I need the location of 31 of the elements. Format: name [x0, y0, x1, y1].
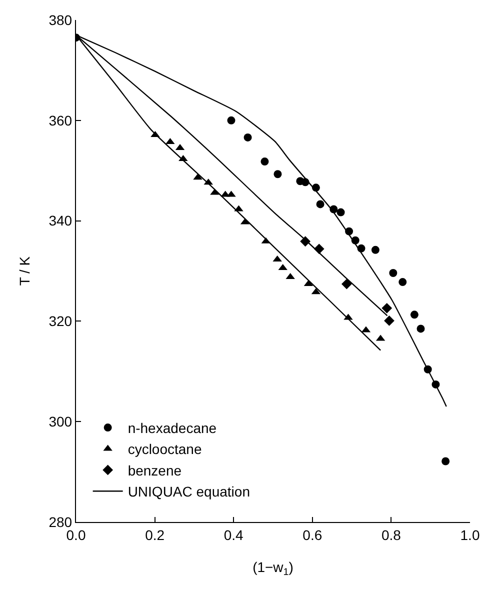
x-tick-label: 0.4 [224, 526, 244, 543]
legend-label: cyclooctane [128, 441, 202, 458]
x-tick-label: 1.0 [460, 526, 480, 543]
point [398, 278, 407, 286]
y-tick-label: 380 [48, 12, 72, 28]
point [371, 246, 380, 254]
y-tick-label: 320 [48, 313, 72, 330]
point [316, 200, 324, 208]
x-tick-label: 0.8 [381, 526, 402, 543]
point [341, 278, 352, 290]
point [416, 324, 425, 333]
point [442, 457, 450, 466]
point [410, 310, 418, 319]
point [244, 133, 252, 142]
y-axis-title: T / K [16, 256, 32, 286]
point [382, 302, 392, 314]
x-tick-label: 0.6 [302, 526, 322, 543]
point [389, 269, 398, 278]
point [227, 116, 236, 124]
y-tick-label: 300 [48, 414, 72, 430]
y-tick-label: 360 [48, 112, 72, 128]
point [274, 170, 282, 178]
point [336, 208, 345, 216]
legend-label: n-hexadecane [128, 420, 217, 436]
point [384, 316, 394, 326]
x-tick-label: 0.2 [145, 526, 165, 543]
y-tick-label: 340 [48, 212, 72, 229]
legend-label: UNIQUAC equation [128, 484, 250, 500]
x-axis-title: (1−w$_{1}$) [252, 559, 294, 578]
point [260, 158, 269, 166]
legend-label: benzene [128, 462, 182, 478]
